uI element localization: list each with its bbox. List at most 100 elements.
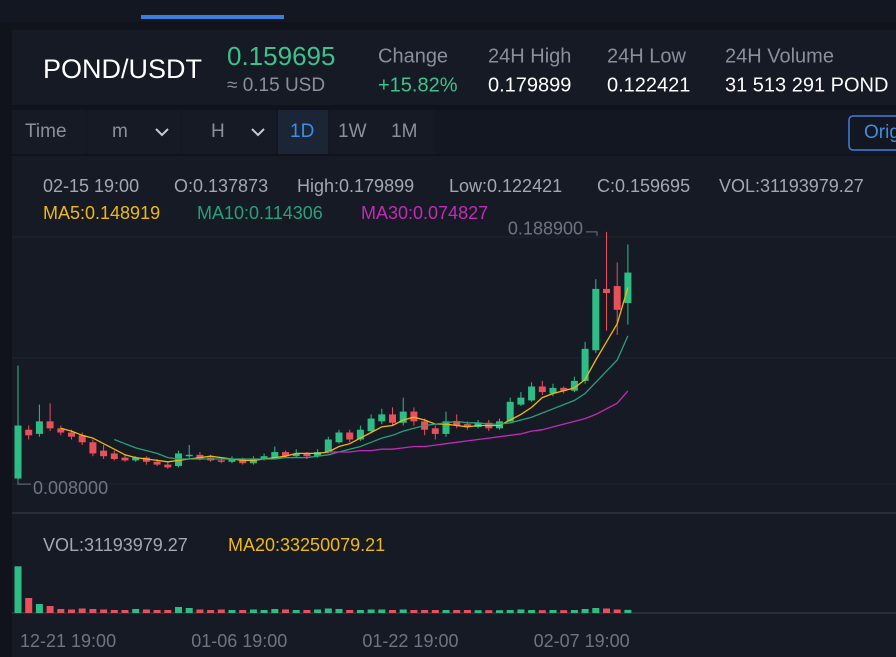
candle-body <box>110 453 118 460</box>
volume-bar <box>603 608 610 613</box>
candle-body <box>153 461 161 465</box>
volume-bar <box>78 608 86 613</box>
info-low: Low:0.122421 <box>449 176 562 196</box>
top-tabs <box>0 0 896 22</box>
candle-body <box>132 457 140 461</box>
stat-label: 24H High <box>488 45 571 67</box>
dropdown-icon[interactable] <box>251 128 265 137</box>
candle-body <box>549 387 557 394</box>
candle-body <box>335 432 343 443</box>
volume-bar <box>389 610 396 613</box>
stat-value: +15.82% <box>378 74 458 96</box>
volume-bar <box>121 610 129 613</box>
min-marker <box>17 480 31 485</box>
candle-body <box>68 432 75 437</box>
candle-body <box>217 460 225 462</box>
interval-1d[interactable]: 1D <box>290 121 314 142</box>
volume-bar <box>581 609 589 613</box>
candle-body <box>314 452 322 457</box>
toolbar-cell <box>330 110 434 154</box>
original-button[interactable] <box>848 115 896 151</box>
volume-bar <box>592 608 600 613</box>
ma-line <box>114 335 629 460</box>
volume-bar <box>410 610 418 613</box>
volume-bar <box>14 566 22 613</box>
volume-bar <box>335 609 343 613</box>
x-tick-label: 01-22 19:00 <box>362 631 458 651</box>
volume-bar <box>68 609 75 613</box>
info-close: C:0.159695 <box>597 176 690 196</box>
legend-entry: MA30:0.074827 <box>361 203 488 223</box>
toolbar-cell-active <box>278 110 328 154</box>
volume-bar <box>239 610 247 613</box>
candle-body <box>474 422 482 427</box>
volume-bar <box>217 609 225 613</box>
pair: POND/USDT <box>43 54 202 84</box>
ticker-panel <box>12 30 896 105</box>
candle-body <box>463 424 471 427</box>
candle-body <box>560 387 568 391</box>
interval-1w[interactable]: 1W <box>338 121 367 142</box>
volume-bar <box>207 610 215 613</box>
interval-m[interactable]: m <box>112 121 128 142</box>
candle-body <box>581 348 589 381</box>
volume-bar <box>421 610 429 613</box>
candle-body <box>442 421 450 434</box>
active-tab-indicator <box>141 15 284 19</box>
ma-line <box>328 390 629 453</box>
interval-h[interactable]: H <box>211 121 225 142</box>
ma-line <box>60 287 629 463</box>
candle-body <box>570 380 578 391</box>
volume-bar <box>110 610 118 613</box>
candle-body <box>196 454 204 460</box>
volume-bar <box>142 609 150 613</box>
candle-body <box>613 286 621 310</box>
volume-bar <box>496 610 503 613</box>
candle-body <box>506 401 514 422</box>
volume-bar <box>463 610 471 613</box>
volume-bar <box>624 609 632 613</box>
volume-ma-legend: MA20:33250079.21 <box>228 535 385 555</box>
interval-1m[interactable]: 1M <box>391 121 417 142</box>
volume-bar <box>431 610 439 613</box>
candle-body <box>453 421 461 426</box>
volume-bar <box>367 609 375 613</box>
x-tick-label: 12-21 19:00 <box>20 631 116 651</box>
volume-bar <box>164 610 172 613</box>
candle-body <box>239 459 247 464</box>
volume-bar <box>271 609 279 613</box>
max-marker <box>586 231 598 236</box>
legend-entry: MA10:0.114306 <box>197 203 323 223</box>
candle-body <box>164 464 172 468</box>
candle-body <box>431 428 439 434</box>
candle-body <box>78 435 86 443</box>
candle-body <box>592 288 600 351</box>
volume-bar <box>303 610 311 613</box>
original-button-label[interactable]: Orig <box>864 122 896 143</box>
candle-body <box>271 452 279 458</box>
volume-bar <box>249 609 257 613</box>
volume-bar <box>35 604 43 613</box>
candle-body <box>517 397 525 405</box>
candle-body <box>282 452 289 457</box>
price-usd: ≈ 0.15 USD <box>227 75 325 96</box>
volume-bar <box>346 610 354 613</box>
volume-bar <box>185 608 193 613</box>
volume-bar <box>613 609 621 613</box>
info-volume: VOL:31193979.27 <box>719 176 864 196</box>
volume-bar <box>560 610 568 613</box>
volume-bar <box>57 609 65 613</box>
candle-body <box>35 421 43 434</box>
volume-bar <box>260 610 268 613</box>
dropdown-icon[interactable] <box>155 128 169 137</box>
toolbar-label: Time <box>25 121 67 142</box>
volume-bar <box>549 610 557 613</box>
candle-body <box>603 288 610 294</box>
candle-body <box>175 453 182 466</box>
candle-body <box>260 456 268 460</box>
volume-bar <box>100 609 108 613</box>
chart: 12-21 19:00 01-06 19:00 01-22 19:00 02-07 1… <box>14 203 632 651</box>
volume-bar <box>282 609 289 613</box>
stat-label: Change <box>378 45 448 67</box>
